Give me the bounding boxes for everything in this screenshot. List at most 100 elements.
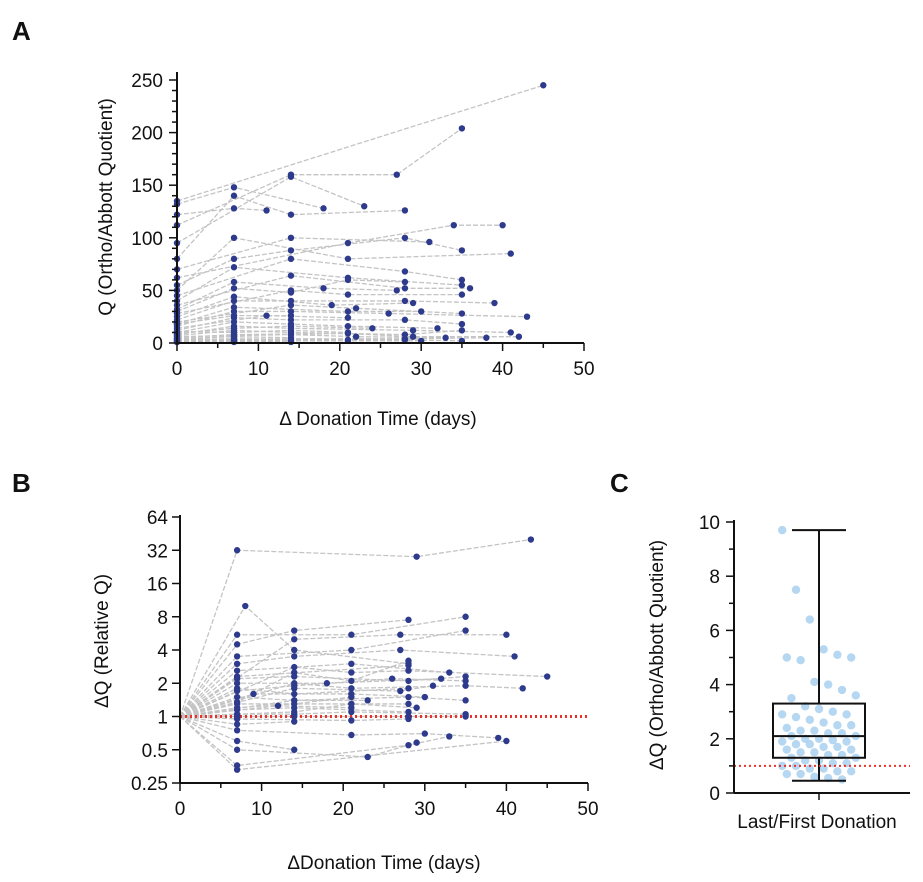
panel-a-data-point	[442, 334, 449, 341]
panel-b-data-point	[233, 704, 241, 711]
panel-c-data-point	[778, 525, 787, 535]
panel-b-data-point	[348, 646, 355, 654]
panel-a-data-point	[230, 184, 238, 191]
panel-a-data-point	[344, 322, 352, 330]
panel-b-data-point	[405, 667, 412, 674]
panel-a-data-point	[361, 203, 368, 210]
panel-b-data-point	[233, 631, 241, 638]
panel-c-data-point	[837, 775, 847, 784]
panel-a-data-point	[287, 211, 295, 218]
panel-b-data-point	[233, 641, 241, 648]
panel-b-data-point	[405, 700, 412, 708]
panel-b-data-point	[348, 677, 355, 685]
panel-a-trajectory-line	[176, 176, 365, 244]
panel-b-data-point	[291, 636, 298, 643]
panel-c-data-point	[796, 656, 805, 665]
panel-c-data-point	[842, 737, 851, 746]
panel-a-y-axis-title: Q (Ortho/Abbott Quotient)	[96, 98, 117, 316]
panel-b-data-point	[421, 730, 428, 737]
panel-b-data-point	[291, 685, 298, 692]
panel-b-data-point	[405, 685, 412, 692]
panel-a-x-tick-label: 50	[573, 359, 594, 380]
panel-a-data-point	[401, 316, 409, 324]
panel-b-data-point	[495, 734, 502, 742]
panel-b-data-point	[405, 662, 412, 669]
panel-b-data-point	[233, 547, 241, 554]
panel-a-data-point	[401, 278, 409, 286]
panel-a-data-point	[401, 297, 409, 305]
panel-b-data-point	[348, 631, 355, 638]
panel-a-x-tick-label: 40	[492, 359, 513, 380]
panel-a-trajectory-line	[176, 314, 348, 329]
panel-c-data-point	[796, 726, 805, 735]
panel-a-trajectory-line	[176, 281, 397, 310]
panel-b-trajectory-line	[179, 634, 507, 718]
panel-c-data-point	[810, 726, 819, 735]
panel-c-data-point	[805, 764, 814, 773]
panel-b-data-point	[462, 713, 469, 720]
panel-a-data-point	[507, 329, 514, 336]
panel-b-data-point	[413, 553, 420, 560]
panel-b-data-point	[291, 690, 298, 698]
panel-a-y-tick-label: 150	[131, 176, 163, 197]
panel-a-data-point	[287, 255, 295, 263]
panel-a-data-point	[287, 301, 295, 309]
panel-c-data-point	[819, 718, 828, 727]
panel-a-data-point	[458, 276, 466, 284]
panel-c-data-point	[782, 769, 791, 779]
panel-b-data-point	[446, 733, 453, 740]
panel-a-data-point	[393, 171, 400, 178]
panel-b-y-tick-label: 8	[157, 608, 168, 629]
panel-a-data-point	[499, 221, 506, 229]
panel-c-data-point	[819, 742, 828, 752]
panel-b-trajectory-line	[179, 629, 466, 717]
panel-a-data-point	[523, 313, 531, 320]
panel-a-data-point	[491, 299, 498, 307]
panel-a-data-point	[426, 238, 433, 246]
panel-b-x-tick-label: 40	[496, 799, 517, 820]
panel-a-data-point	[401, 268, 409, 275]
panel-b-data-point	[348, 693, 355, 701]
panel-a-data-point	[401, 285, 409, 292]
panel-a-data-point	[320, 285, 327, 292]
panel-a-trajectory-line	[176, 329, 348, 334]
panel-c-data-point	[842, 710, 851, 719]
panel-c-data-point	[851, 691, 860, 700]
panel-a-data-point	[230, 297, 238, 305]
panel-b-data-point	[511, 653, 518, 660]
panel-b-data-point	[364, 697, 371, 704]
panel-c-data-point	[810, 677, 819, 687]
panel-b-x-tick-label: 10	[251, 799, 272, 820]
panel-b-data-point	[233, 687, 241, 695]
panel-a-trajectory-line	[176, 279, 405, 313]
panel-a-data-point	[328, 301, 335, 309]
panel-b-data-point	[233, 727, 241, 734]
panel-b-data-point	[397, 646, 404, 654]
panel-a-data-point	[466, 285, 474, 292]
panel-a-data-point	[401, 234, 409, 241]
panel-a-data-point	[352, 305, 360, 312]
panel-a-data-point	[320, 205, 327, 212]
panel-b-data-point	[233, 746, 241, 753]
panel-b-trajectory-line	[179, 619, 409, 717]
panel-b-data-point	[233, 721, 241, 728]
panel-c-data-point	[805, 615, 814, 624]
panel-b-data-point	[462, 682, 469, 689]
panel-a-data-point	[418, 308, 425, 315]
panel-label-c: C	[610, 468, 629, 498]
panel-b-data-point	[323, 680, 331, 687]
panel-b-data-point	[233, 715, 241, 723]
panel-c-data-point	[833, 767, 842, 776]
panel-a-x-axis-title: Δ Donation Time (days)	[279, 409, 477, 430]
panel-b-data-point	[413, 739, 420, 746]
panel-b-y-axis-title: ΔQ (Relative Q)	[92, 574, 113, 708]
panel-b-y-tick-label: 0.5	[142, 741, 168, 762]
panel-b-data-point	[233, 673, 241, 680]
panel-a-trajectory-line	[176, 84, 544, 202]
panel-b-data-point	[348, 731, 355, 739]
panel-b-data-point	[291, 669, 298, 676]
panel-c-data-point	[828, 707, 837, 716]
panel-b-data-point	[462, 677, 469, 685]
panel-a-data-point	[450, 221, 457, 229]
